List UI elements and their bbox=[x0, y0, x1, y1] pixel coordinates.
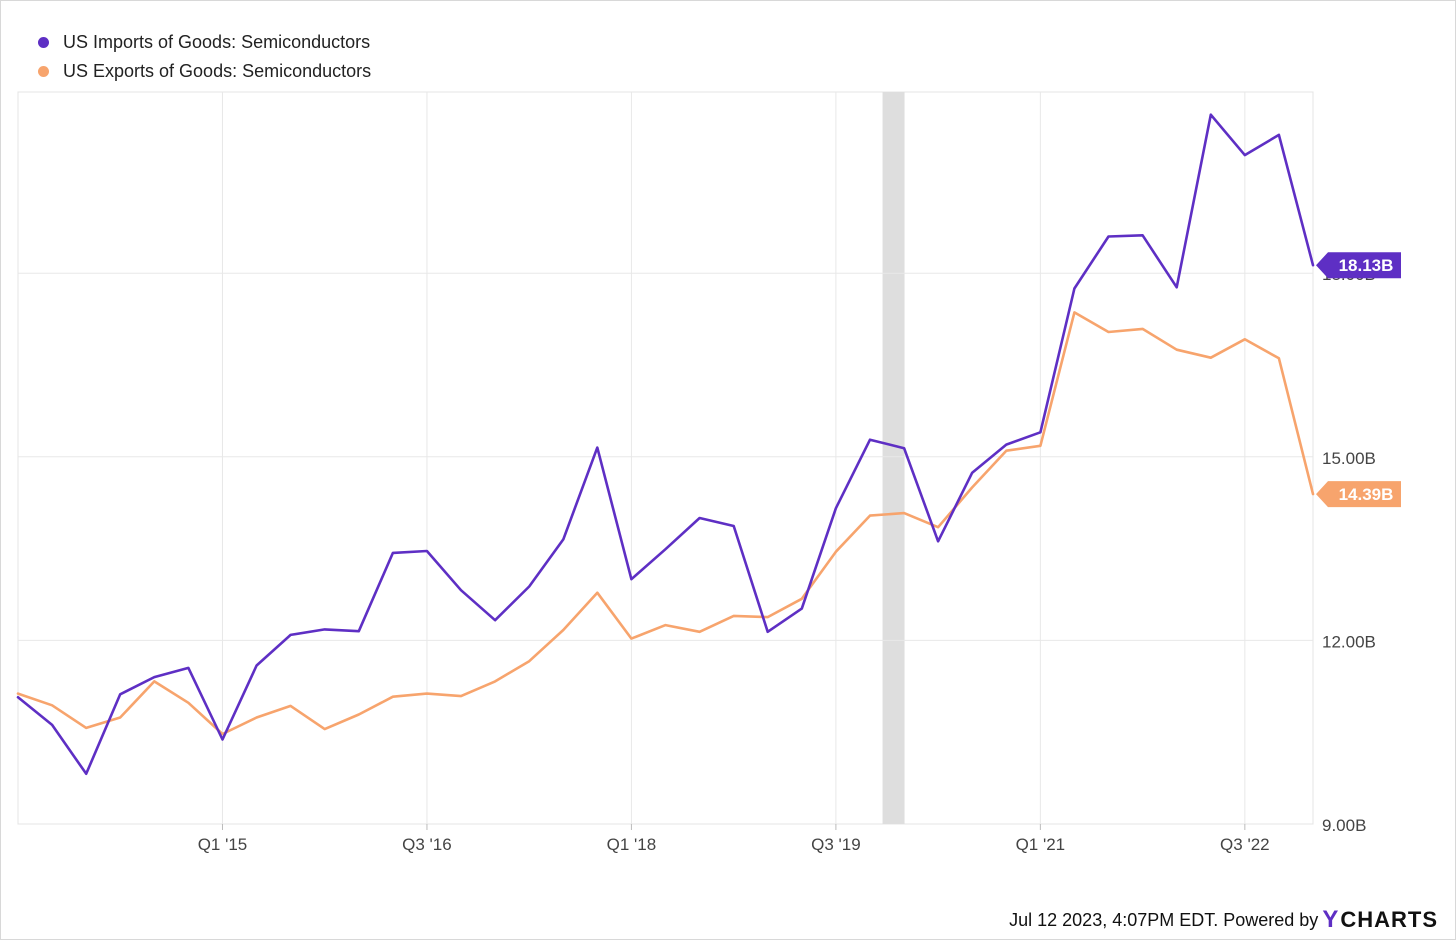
footer: Jul 12 2023, 4:07PM EDT. Powered by Y CHA… bbox=[1009, 906, 1438, 934]
footer-powered-by: Powered by bbox=[1223, 909, 1319, 930]
exports-value-tag bbox=[1316, 481, 1401, 508]
x-tick-label: Q3 '22 bbox=[1220, 835, 1270, 854]
legend-dot-imports bbox=[38, 37, 49, 48]
legend-label-imports: US Imports of Goods: Semiconductors bbox=[63, 32, 371, 52]
footer-timestamp: Jul 12 2023, 4:07PM EDT. bbox=[1009, 909, 1219, 930]
legend-item-imports[interactable]: US Imports of Goods: Semiconductors bbox=[38, 28, 371, 57]
legend: US Imports of Goods: Semiconductors US E… bbox=[38, 28, 371, 86]
x-tick-label: Q1 '18 bbox=[607, 835, 657, 854]
ycharts-logo[interactable]: Y CHARTS bbox=[1322, 906, 1438, 934]
imports-value-label: 18.13B bbox=[1339, 256, 1394, 275]
imports-value-tag bbox=[1316, 252, 1401, 279]
ycharts-y-icon: Y bbox=[1322, 906, 1340, 933]
exports-value-label: 14.39B bbox=[1339, 485, 1394, 504]
x-tick-label: Q1 '15 bbox=[198, 835, 248, 854]
y-tick-label: 9.00B bbox=[1322, 816, 1366, 835]
legend-item-exports[interactable]: US Exports of Goods: Semiconductors bbox=[38, 57, 371, 86]
y-tick-label: 12.00B bbox=[1322, 632, 1376, 651]
legend-label-exports: US Exports of Goods: Semiconductors bbox=[63, 61, 372, 81]
x-tick-label: Q3 '19 bbox=[811, 835, 861, 854]
exports-line bbox=[16, 311, 1315, 736]
shaded-band bbox=[882, 92, 905, 824]
footer-brand-text: CHARTS bbox=[1340, 907, 1438, 932]
imports-line bbox=[16, 113, 1315, 776]
y-tick-label: 15.00B bbox=[1322, 449, 1376, 468]
x-tick-label: Q1 '21 bbox=[1016, 835, 1066, 854]
legend-dot-exports bbox=[38, 66, 49, 77]
x-tick-label: Q3 '16 bbox=[402, 835, 452, 854]
plot-area bbox=[17, 91, 1314, 825]
